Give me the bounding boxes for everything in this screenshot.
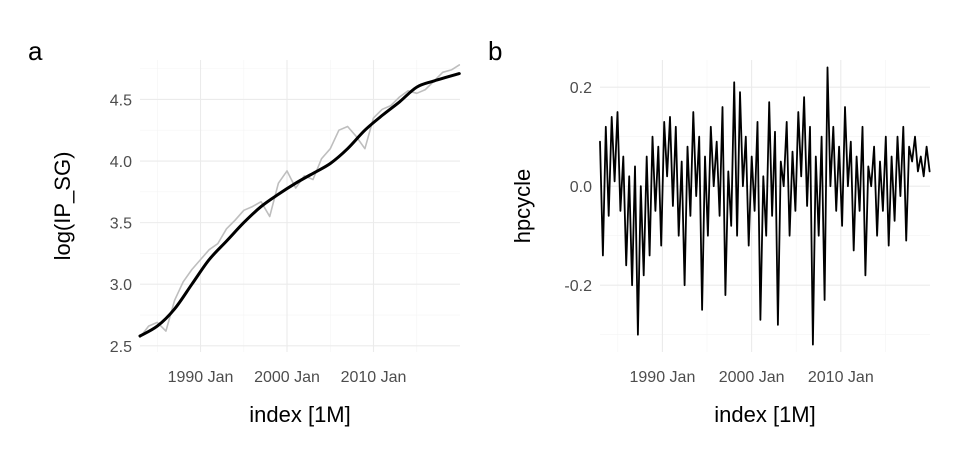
x-tick-label: 2010 Jan <box>808 369 874 386</box>
y-axis-title: log(IP_SG) <box>50 152 75 261</box>
y-tick-label: -0.2 <box>564 278 592 295</box>
y-tick-label: 4.0 <box>110 154 132 171</box>
x-axis-title: index [1M] <box>714 402 816 427</box>
trend-line <box>138 72 461 338</box>
x-tick-label: 2000 Jan <box>719 369 785 386</box>
y-tick-label: 3.0 <box>110 277 132 294</box>
x-tick-label: 2010 Jan <box>341 369 407 386</box>
x-tick-label: 2000 Jan <box>254 369 320 386</box>
x-tick-label: 1990 Jan <box>168 369 234 386</box>
y-tick-label: 2.5 <box>110 339 132 356</box>
panel-tag: a <box>28 36 43 66</box>
raw-series-line <box>139 64 461 338</box>
chart-panel-a: 2.5 3.0 3.5 4.0 4.5 1990 Jan 2000 Jan 2010 Jan i… <box>28 36 461 427</box>
y-tick-label: 3.5 <box>110 216 132 233</box>
x-tick-label: 1990 Jan <box>630 369 696 386</box>
y-tick-label: 0.2 <box>570 80 592 97</box>
panel-tag: b <box>488 36 502 66</box>
y-axis-title: hpcycle <box>510 169 535 244</box>
x-axis-title: index [1M] <box>249 402 351 427</box>
chart-panel-b: -0.2 0.0 0.2 1990 Jan 2000 Jan 2010 Jan index … <box>488 36 931 427</box>
cycle-series-line <box>599 66 931 346</box>
y-tick-label: 4.5 <box>110 92 132 109</box>
y-tick-label: 0.0 <box>570 179 592 196</box>
